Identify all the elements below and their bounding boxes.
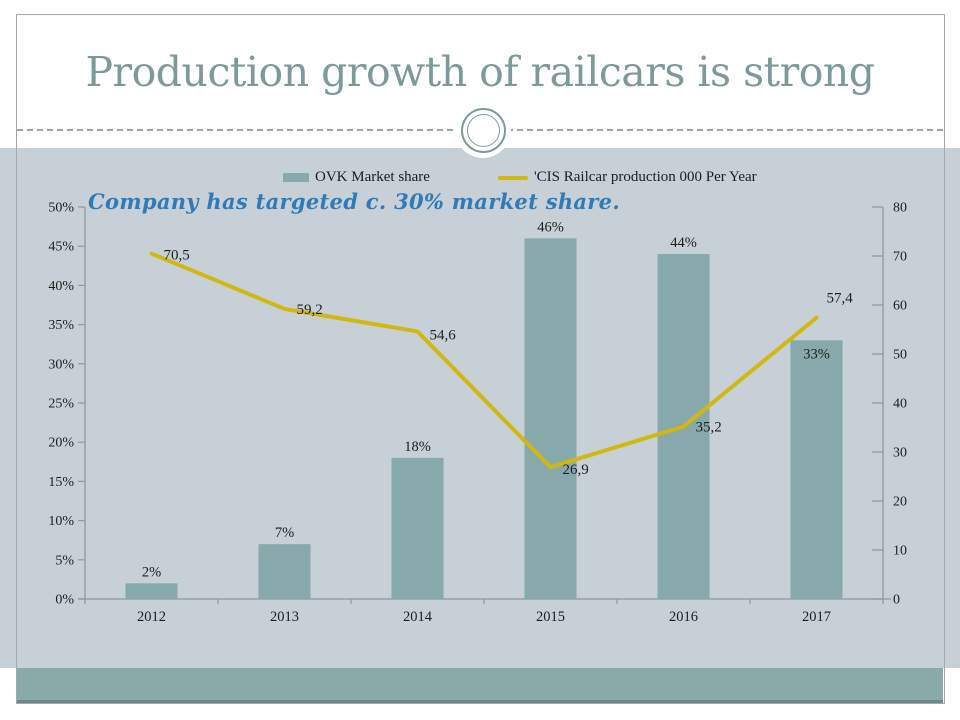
right-axis-tick-label: 10 xyxy=(893,544,907,559)
bar-2015 xyxy=(524,238,577,600)
bar-2012 xyxy=(125,583,178,599)
left-axis-tick-label: 5% xyxy=(55,553,74,568)
right-axis-tick-label: 80 xyxy=(893,201,907,216)
circle-ornament-inner-ring xyxy=(466,113,500,147)
bar-2017 xyxy=(790,340,843,599)
line-label-2012: 70,5 xyxy=(164,248,190,264)
circle-ornament-outer-ring xyxy=(460,107,506,153)
left-axis-tick-label: 20% xyxy=(48,436,74,451)
left-axis-tick-label: 30% xyxy=(48,357,74,372)
title-area: Production growth of railcars is strong xyxy=(17,15,943,129)
line-label-2015: 26,9 xyxy=(563,462,589,478)
left-axis-tick-label: 25% xyxy=(48,397,74,412)
footer-band xyxy=(17,668,943,703)
bar-label-2014: 18% xyxy=(404,439,431,455)
legend-bar-swatch xyxy=(283,173,309,182)
production-line xyxy=(149,251,819,470)
legend-line-swatch xyxy=(497,175,528,180)
left-axis-tick-label: 45% xyxy=(48,240,74,255)
circle-ornament-icon xyxy=(455,102,511,158)
right-axis-tick-label: 50 xyxy=(893,348,907,363)
bar-2013 xyxy=(258,544,311,599)
combo-chart: 0% 5% 10% 15% 20% 25% 30% 35% 40% 45% 50% 0 10 20 30 40… xyxy=(48,201,907,626)
x-axis-category-label: 2015 xyxy=(536,609,565,625)
legend-label-railcar-production: 'CIS Railcar production 000 Per Year xyxy=(533,169,757,185)
bar-label-2015: 46% xyxy=(537,219,564,235)
right-axis-tick-label: 70 xyxy=(893,250,907,265)
x-axis-category-label: 2016 xyxy=(669,609,698,625)
left-axis-tick-label: 50% xyxy=(48,201,74,216)
right-axis-tick-label: 60 xyxy=(893,299,907,314)
bar-label-2016: 44% xyxy=(670,235,697,251)
x-axis-category-label: 2014 xyxy=(403,609,433,625)
x-axis-category-label: 2012 xyxy=(137,609,166,625)
right-axis-tick-label: 0 xyxy=(893,593,900,608)
bar-label-2017: 33% xyxy=(803,346,830,362)
line-label-2014: 54,6 xyxy=(430,327,457,343)
line-label-2017: 57,4 xyxy=(827,291,854,307)
x-axis-category-label: 2017 xyxy=(802,609,831,625)
line-label-2016: 35,2 xyxy=(696,420,722,436)
right-axis-tick-label: 40 xyxy=(893,397,907,412)
right-axis-tick-label: 30 xyxy=(893,446,907,461)
left-axis-tick-label: 15% xyxy=(48,475,74,490)
left-axis-tick-label: 40% xyxy=(48,279,74,294)
left-axis-tick-label: 0% xyxy=(55,593,74,608)
bar-label-2013: 7% xyxy=(275,525,294,541)
chart-legend: OVK Market share 'CIS Railcar production… xyxy=(283,169,757,186)
bar-2014 xyxy=(391,457,444,599)
legend-label-market-share: OVK Market share xyxy=(315,169,430,185)
slide-title: Production growth of railcars is strong xyxy=(85,48,875,96)
bar-label-2012: 2% xyxy=(142,564,161,580)
left-axis-tick-label: 35% xyxy=(48,318,74,333)
x-axis-category-label: 2013 xyxy=(270,609,299,625)
target-annotation: Company has targeted c. 30% market share… xyxy=(88,189,620,214)
line-label-2013: 59,2 xyxy=(297,302,323,318)
left-axis-tick-label: 10% xyxy=(48,514,74,529)
right-axis-tick-label: 20 xyxy=(893,495,907,510)
